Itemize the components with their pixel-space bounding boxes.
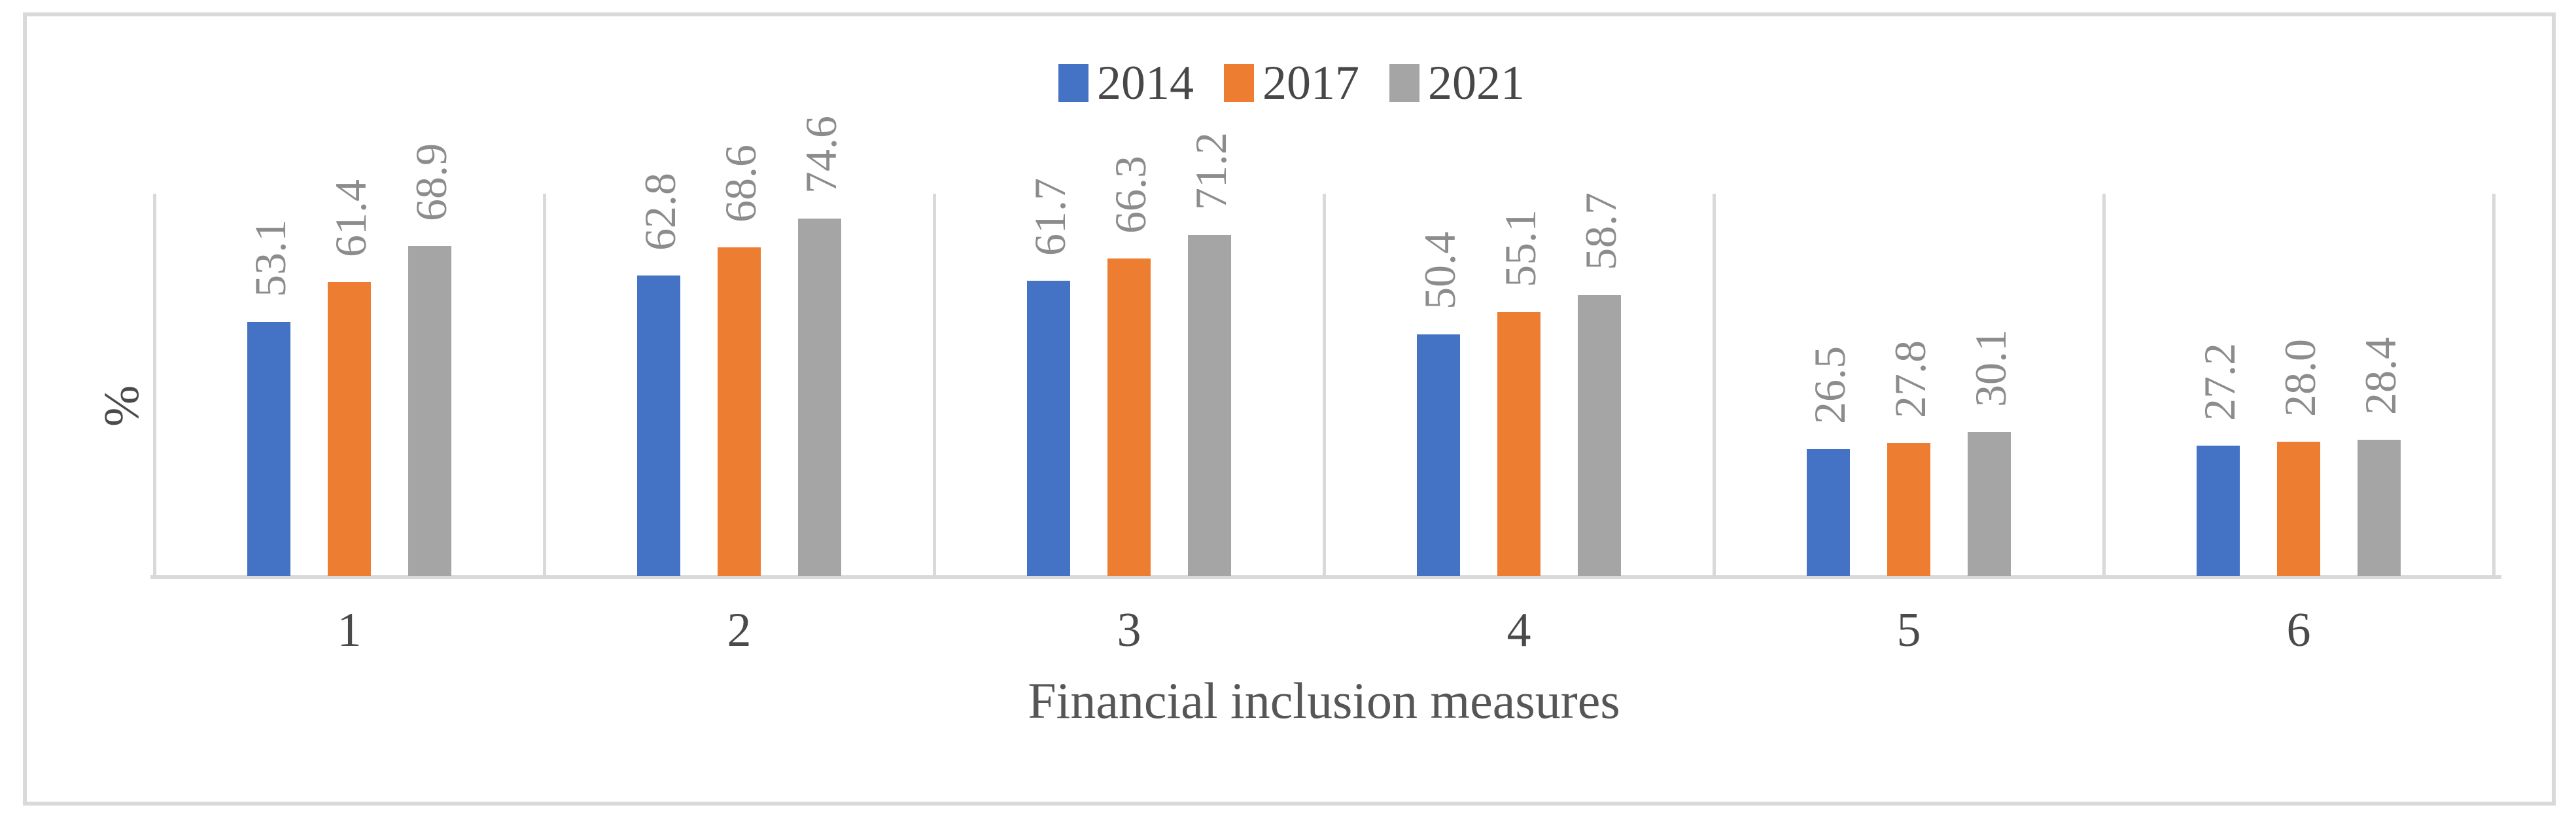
bar-2021-cat6 (2358, 440, 2401, 576)
category-divider (933, 194, 936, 577)
category-divider (543, 194, 546, 577)
bar-value-label: 28.4 (2356, 337, 2405, 415)
bar-value-label: 66.3 (1105, 156, 1155, 234)
y-axis-title: % (94, 385, 149, 427)
category-divider (2492, 194, 2496, 577)
bar-value-label: 26.5 (1805, 346, 1854, 424)
legend-item-2021: 2021 (1389, 56, 1525, 110)
bar-2014-cat2 (637, 276, 680, 576)
legend-label: 2021 (1428, 56, 1525, 110)
legend-swatch-icon (1058, 64, 1088, 102)
bar-2021-cat2 (798, 219, 841, 576)
x-tick-label-2: 2 (727, 603, 752, 657)
bar-value-label: 62.8 (635, 173, 685, 251)
bar-value-label: 74.6 (796, 116, 846, 194)
legend-label: 2014 (1097, 56, 1194, 110)
bar-value-label: 68.9 (406, 143, 456, 221)
bar-value-label: 68.6 (716, 145, 765, 222)
bar-value-label: 55.1 (1495, 209, 1545, 287)
bar-value-label: 30.1 (1966, 329, 2015, 407)
bar-value-label: 58.7 (1576, 192, 1626, 270)
legend-swatch-icon (1389, 64, 1419, 102)
x-axis-title: Financial inclusion measures (1028, 672, 1620, 729)
legend: 2014 2017 2021 (1058, 56, 1525, 110)
bar-2014-cat1 (247, 322, 290, 576)
bar-2014-cat5 (1807, 449, 1850, 576)
bar-value-label: 61.7 (1025, 178, 1075, 256)
bar-2017-cat4 (1497, 312, 1540, 576)
bar-value-label: 28.0 (2275, 339, 2325, 417)
bar-2014-cat3 (1027, 281, 1070, 576)
legend-swatch-icon (1224, 64, 1254, 102)
legend-item-2014: 2014 (1058, 56, 1194, 110)
bar-value-label: 27.2 (2195, 343, 2244, 421)
bar-2014-cat4 (1417, 334, 1460, 576)
x-tick-label-5: 5 (1896, 603, 1921, 657)
x-tick-label-3: 3 (1117, 603, 1141, 657)
bar-2017-cat3 (1107, 258, 1151, 576)
bar-2021-cat4 (1578, 295, 1621, 576)
legend-item-2017: 2017 (1224, 56, 1359, 110)
bar-2014-cat6 (2197, 446, 2240, 576)
category-divider (1323, 194, 1326, 577)
bar-2017-cat5 (1887, 443, 1930, 576)
bar-value-label: 53.1 (245, 219, 295, 297)
bar-value-label: 71.2 (1186, 132, 1236, 210)
x-axis-line (150, 575, 2501, 579)
category-divider (1713, 194, 1716, 577)
bar-value-label: 61.4 (326, 179, 375, 257)
x-tick-label-4: 4 (1506, 603, 1531, 657)
bar-2021-cat3 (1188, 235, 1231, 576)
x-tick-label-1: 1 (337, 603, 362, 657)
x-tick-label-6: 6 (2286, 603, 2311, 657)
category-divider (2102, 194, 2106, 577)
y-axis-line (153, 194, 156, 577)
chart-outer-border (23, 12, 2556, 806)
bar-2017-cat2 (718, 247, 761, 576)
bar-2021-cat1 (408, 246, 451, 576)
bar-value-label: 50.4 (1415, 232, 1465, 310)
bar-2021-cat5 (1968, 432, 2011, 576)
bar-2017-cat1 (328, 282, 371, 576)
legend-label: 2017 (1262, 56, 1359, 110)
bar-value-label: 27.8 (1885, 340, 1935, 418)
bar-2017-cat6 (2277, 442, 2320, 576)
